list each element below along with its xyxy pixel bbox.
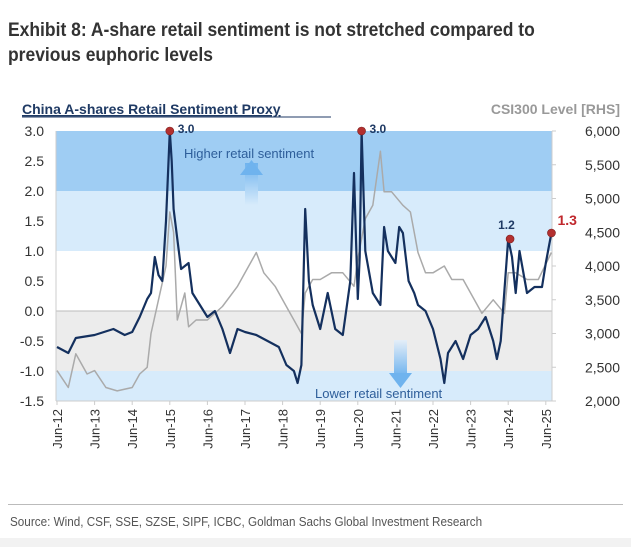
sentiment-band <box>56 311 552 371</box>
y-tick-label: -1.5 <box>20 393 44 409</box>
peak-marker <box>505 234 515 244</box>
x-tick-label: Jun-13 <box>88 409 103 449</box>
peak-marker <box>357 126 366 136</box>
peak-label: 3.0 <box>370 122 387 136</box>
x-tick-label: Jun-22 <box>426 409 441 449</box>
y-tick-label: 1.5 <box>25 213 45 229</box>
y2-tick-label: 2,000 <box>585 393 620 409</box>
source-note: Source: Wind, CSF, SSE, SZSE, SIPF, ICBC… <box>10 514 483 529</box>
x-tick-label: Jun-19 <box>313 409 328 449</box>
exhibit-title: Exhibit 8: A-share retail sentiment is n… <box>8 20 535 66</box>
y-tick-label: -1.0 <box>20 363 44 379</box>
x-tick-label: Jun-25 <box>539 409 554 449</box>
sentiment-band <box>56 371 552 401</box>
down-arrow-shaft <box>394 340 407 376</box>
peak-label: 1.2 <box>498 218 515 232</box>
x-tick-label: Jun-15 <box>163 409 178 449</box>
y-tick-label: 2.5 <box>25 153 45 169</box>
x-tick-label: Jun-21 <box>388 409 403 449</box>
y2-tick-label: 5,500 <box>585 157 620 173</box>
y-tick-label: 0.0 <box>25 303 45 319</box>
peak-marker <box>547 228 556 238</box>
lower-sentiment-annotation: Lower retail sentiment <box>315 386 443 401</box>
y2-tick-label: 5,000 <box>585 191 620 207</box>
y-tick-label: 1.0 <box>25 243 45 259</box>
higher-sentiment-annotation: Higher retail sentiment <box>184 146 314 161</box>
y-tick-label: 3.0 <box>25 123 45 139</box>
sentiment-band <box>56 131 552 191</box>
y-tick-label: 2.0 <box>25 183 45 199</box>
y-tick-label: 0.5 <box>25 273 45 289</box>
y2-tick-label: 3,000 <box>585 326 620 342</box>
sentiment-line <box>56 129 553 385</box>
x-tick-label: Jun-16 <box>200 409 215 449</box>
y2-tick-label: 3,500 <box>585 292 620 308</box>
chart-title: China A-shares Retail Sentiment Proxy <box>22 101 281 117</box>
x-tick-label: Jun-23 <box>464 409 479 449</box>
x-tick-label: Jun-24 <box>501 409 516 449</box>
up-arrow-icon <box>240 160 263 175</box>
y2-tick-label: 6,000 <box>585 123 620 139</box>
x-tick-label: Jun-18 <box>276 409 291 449</box>
x-tick-label: Jun-20 <box>351 409 366 449</box>
source-divider <box>8 504 623 505</box>
y2-tick-label: 4,000 <box>585 258 620 274</box>
x-tick-label: Jun-12 <box>50 409 65 449</box>
peak-label: 1.3 <box>557 212 577 228</box>
down-arrow-icon <box>389 373 412 388</box>
x-tick-label: Jun-17 <box>238 409 253 449</box>
peak-label: 3.0 <box>178 122 195 136</box>
bottom-bar <box>0 538 631 547</box>
peak-marker <box>165 126 175 136</box>
x-tick-label: Jun-14 <box>125 409 140 449</box>
y2-tick-label: 4,500 <box>585 224 620 240</box>
y-tick-label: -0.5 <box>20 333 44 349</box>
y2-tick-label: 2,500 <box>585 359 620 375</box>
right-axis-title: CSI300 Level [RHS] <box>491 101 620 117</box>
